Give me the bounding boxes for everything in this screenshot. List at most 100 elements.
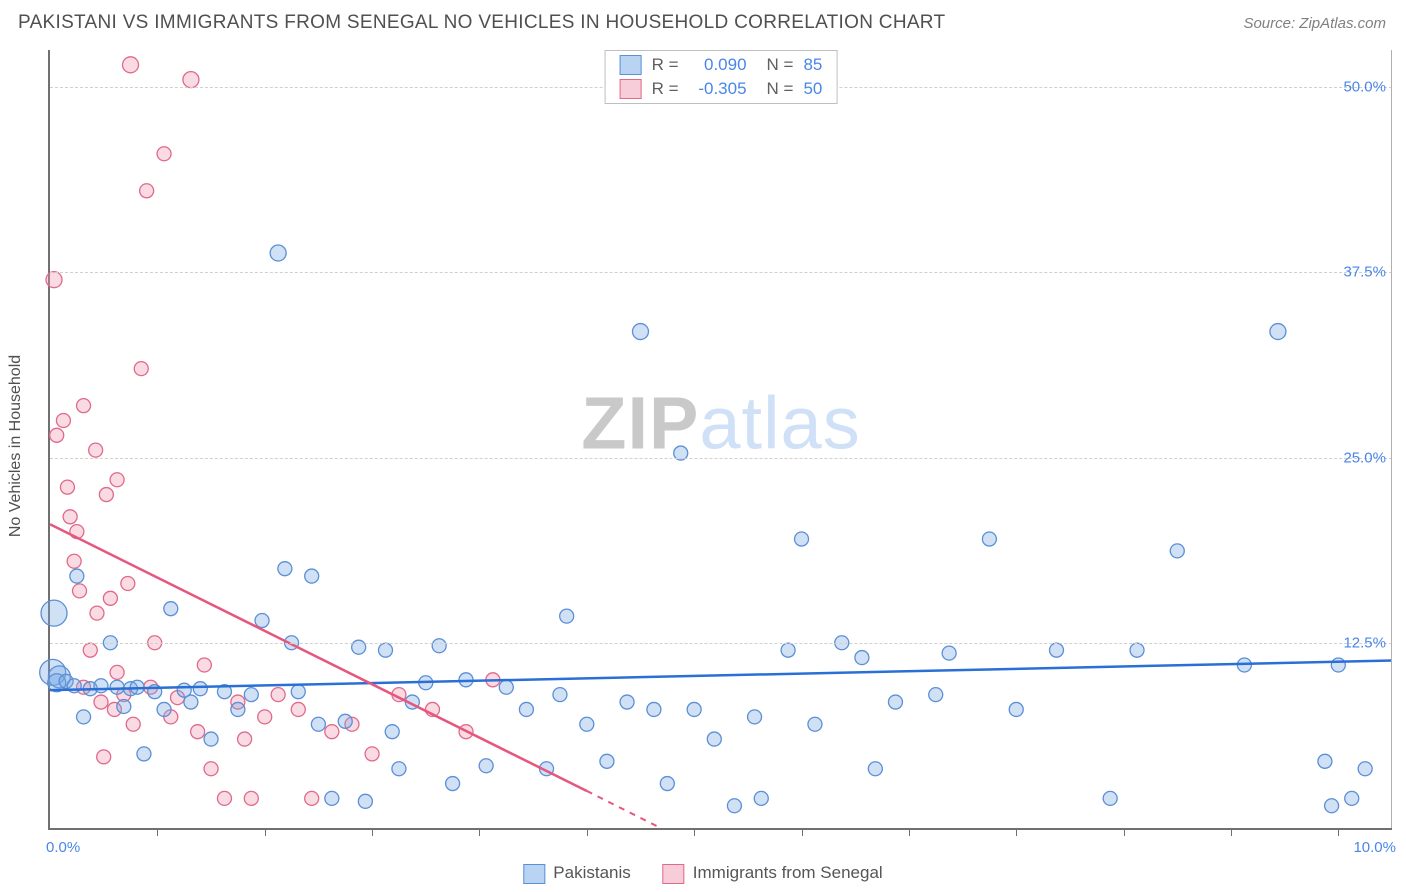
data-point xyxy=(519,702,533,716)
data-point xyxy=(278,562,292,576)
data-point xyxy=(727,799,741,813)
x-tick xyxy=(372,828,373,836)
data-point xyxy=(432,639,446,653)
data-point xyxy=(134,362,148,376)
legend-n-value: 50 xyxy=(803,79,822,99)
data-point xyxy=(358,794,372,808)
legend-swatch xyxy=(620,55,642,75)
gridline xyxy=(50,272,1392,273)
data-point xyxy=(140,184,154,198)
y-tick-label: 25.0% xyxy=(1343,449,1386,466)
data-point xyxy=(1050,643,1064,657)
data-point xyxy=(1270,324,1286,340)
x-tick-label: 0.0% xyxy=(46,839,80,856)
data-point xyxy=(157,702,171,716)
chart-plot-area: ZIPatlas R =0.090N =85R =-0.305N =50 12.… xyxy=(48,50,1392,830)
data-point xyxy=(338,714,352,728)
data-point xyxy=(90,606,104,620)
data-point xyxy=(50,428,64,442)
data-point xyxy=(164,602,178,616)
x-tick xyxy=(1016,828,1017,836)
data-point xyxy=(1170,544,1184,558)
legend-item: Immigrants from Senegal xyxy=(663,863,883,884)
data-point xyxy=(707,732,721,746)
legend-swatch xyxy=(523,864,545,884)
x-tick xyxy=(479,828,480,836)
data-point xyxy=(258,710,272,724)
regression-line xyxy=(50,661,1392,691)
data-point xyxy=(110,473,124,487)
data-point xyxy=(46,272,62,288)
data-point xyxy=(365,747,379,761)
x-tick xyxy=(265,828,266,836)
legend-item: Pakistanis xyxy=(523,863,630,884)
data-point xyxy=(103,591,117,605)
data-point xyxy=(110,665,124,679)
series-legend: Pakistanis Immigrants from Senegal xyxy=(523,863,882,884)
data-point xyxy=(99,488,113,502)
data-point xyxy=(89,443,103,457)
data-point xyxy=(888,695,902,709)
data-point xyxy=(385,725,399,739)
data-point xyxy=(754,791,768,805)
data-point xyxy=(379,643,393,657)
data-point xyxy=(231,702,245,716)
legend-label: Pakistanis xyxy=(553,863,630,882)
data-point xyxy=(123,57,139,73)
source-attribution: Source: ZipAtlas.com xyxy=(1243,15,1386,32)
data-point xyxy=(553,688,567,702)
data-point xyxy=(204,732,218,746)
data-point xyxy=(687,702,701,716)
x-tick xyxy=(909,828,910,836)
data-point xyxy=(647,702,661,716)
data-point xyxy=(1318,754,1332,768)
data-point xyxy=(479,759,493,773)
legend-r-value: -0.305 xyxy=(689,79,747,99)
data-point xyxy=(982,532,996,546)
correlation-legend: R =0.090N =85R =-0.305N =50 xyxy=(605,50,838,104)
x-tick xyxy=(1231,828,1232,836)
data-point xyxy=(83,643,97,657)
data-point xyxy=(1130,643,1144,657)
data-point xyxy=(748,710,762,724)
data-point xyxy=(868,762,882,776)
data-point xyxy=(620,695,634,709)
data-point xyxy=(325,791,339,805)
legend-swatch xyxy=(620,79,642,99)
data-point xyxy=(392,762,406,776)
y-axis-title: No Vehicles in Household xyxy=(7,355,25,537)
regression-line xyxy=(50,524,587,791)
data-point xyxy=(97,750,111,764)
data-point xyxy=(795,532,809,546)
data-point xyxy=(77,399,91,413)
data-point xyxy=(600,754,614,768)
x-tick xyxy=(1124,828,1125,836)
data-point xyxy=(67,554,81,568)
data-point xyxy=(41,600,67,626)
legend-n-label: N = xyxy=(767,79,794,99)
gridline xyxy=(50,458,1392,459)
scatter-svg xyxy=(50,50,1392,828)
y-tick-label: 50.0% xyxy=(1343,79,1386,96)
x-tick xyxy=(587,828,588,836)
x-tick xyxy=(802,828,803,836)
data-point xyxy=(157,147,171,161)
data-point xyxy=(121,576,135,590)
gridline xyxy=(50,643,1392,644)
y-tick-label: 37.5% xyxy=(1343,264,1386,281)
data-point xyxy=(184,695,198,709)
data-point xyxy=(197,658,211,672)
chart-title: PAKISTANI VS IMMIGRANTS FROM SENEGAL NO … xyxy=(18,12,945,34)
legend-swatch xyxy=(663,864,685,884)
data-point xyxy=(560,609,574,623)
data-point xyxy=(305,791,319,805)
legend-n-value: 85 xyxy=(803,55,822,75)
legend-r-label: R = xyxy=(652,55,679,75)
data-point xyxy=(781,643,795,657)
data-point xyxy=(271,688,285,702)
data-point xyxy=(94,695,108,709)
data-point xyxy=(60,480,74,494)
data-point xyxy=(1358,762,1372,776)
data-point xyxy=(929,688,943,702)
data-point xyxy=(291,685,305,699)
